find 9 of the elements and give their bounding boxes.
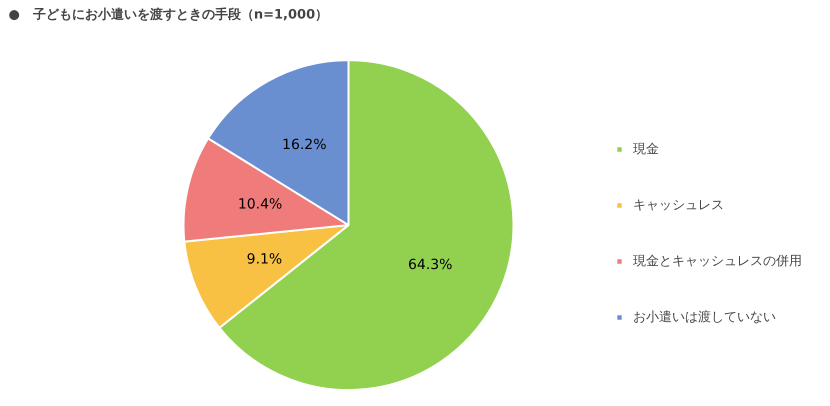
legend-label: 現金	[633, 141, 659, 158]
legend-label: 現金とキャッシュレスの併用	[633, 253, 802, 270]
data-label: 9.1%	[246, 252, 282, 268]
data-label: 64.3%	[408, 256, 452, 273]
data-label: 10.4%	[238, 196, 282, 213]
data-label: 16.2%	[282, 137, 327, 154]
legend-label: キャッシュレス	[633, 197, 724, 214]
chart-title: ● 子どもにお小遣いを渡すときの手段（n=1,000）	[8, 6, 328, 22]
legend-label: お小遣いは渡していない	[633, 309, 776, 326]
